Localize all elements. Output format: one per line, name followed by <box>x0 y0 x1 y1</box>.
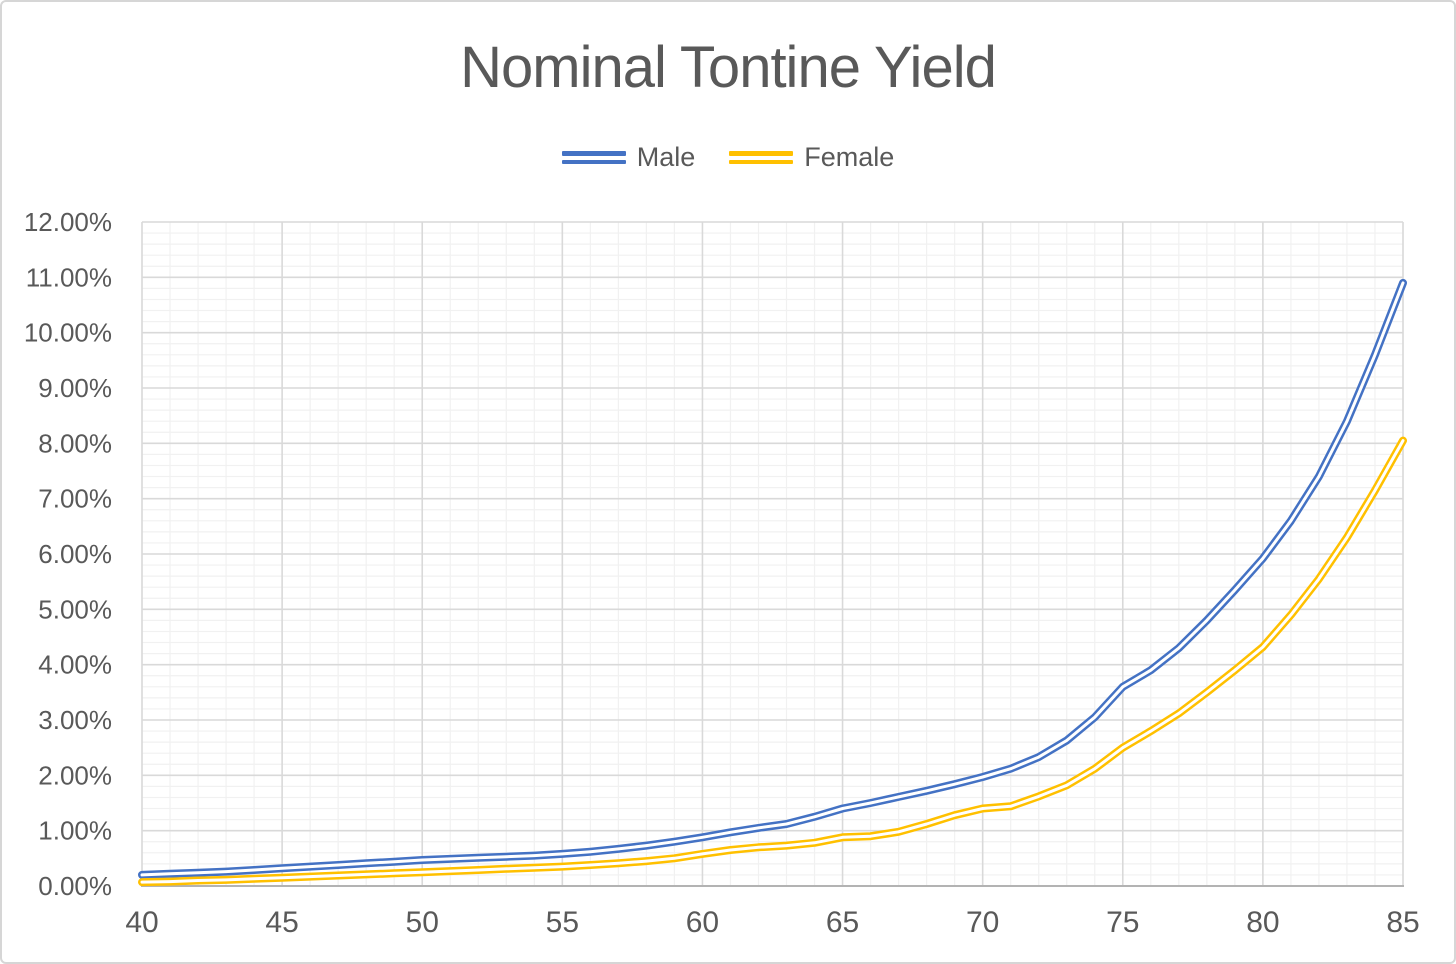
x-axis-labels: 40 45 50 55 60 65 70 75 80 85 <box>125 906 1419 939</box>
legend-item-female: Female <box>729 144 894 171</box>
y-axis-label: 10.00% <box>24 318 112 348</box>
legend-label-male: Male <box>636 142 696 172</box>
y-axis-label: 9.00% <box>38 373 112 403</box>
legend-label-female: Female <box>804 142 895 172</box>
y-axis-label: 7.00% <box>38 484 112 514</box>
x-axis-label: 75 <box>1106 906 1139 939</box>
female-series-line <box>138 436 1407 887</box>
male-series-line-inner-gap <box>140 281 1405 877</box>
x-axis-label: 50 <box>406 906 439 939</box>
x-axis-label: 65 <box>826 906 859 939</box>
y-axis-label: 0.00% <box>38 871 112 901</box>
x-axis-label: 55 <box>546 906 579 939</box>
y-axis-label: 6.00% <box>38 539 112 569</box>
y-axis-labels: 0.00% 1.00% 2.00% 3.00% 4.00% 5.00% 6.00% 7.00%… <box>24 207 112 901</box>
y-axis-label: 5.00% <box>38 594 112 624</box>
female-double-line-icon <box>729 151 794 164</box>
x-axis-label: 60 <box>686 906 719 939</box>
y-axis-label: 12.00% <box>24 207 112 237</box>
y-axis-label: 1.00% <box>38 816 112 846</box>
x-axis-label: 70 <box>966 906 999 939</box>
legend-item-male: Male <box>561 142 696 172</box>
y-axis-label: 11.00% <box>26 262 112 292</box>
y-axis-label: 2.00% <box>38 760 112 790</box>
female-series-line-inner-gap <box>140 439 1405 884</box>
chart-legend: Male Female <box>0 144 1456 171</box>
x-axis-label: 80 <box>1246 906 1279 939</box>
x-axis-label: 40 <box>125 906 158 939</box>
x-axis-label: 85 <box>1386 906 1419 939</box>
y-axis-label: 4.00% <box>38 650 112 680</box>
y-axis-label: 8.00% <box>38 428 112 458</box>
male-double-line-icon <box>561 151 626 164</box>
x-axis-label: 45 <box>265 906 298 939</box>
chart-title: Nominal Tontine Yield <box>460 35 997 100</box>
y-axis-label: 3.00% <box>38 705 112 735</box>
